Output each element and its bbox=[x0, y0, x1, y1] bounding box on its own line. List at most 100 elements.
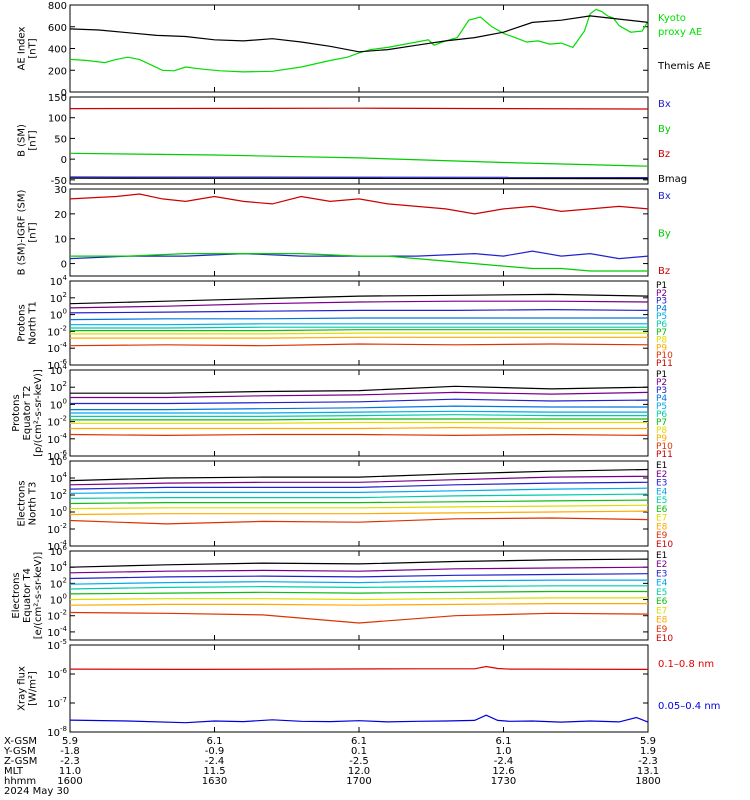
legend-label: Themis AE bbox=[657, 61, 711, 72]
series-line bbox=[69, 487, 649, 494]
y-tick-label: 50 bbox=[54, 134, 67, 145]
channel-label: E6 bbox=[656, 597, 668, 607]
channel-label: E8 bbox=[656, 616, 668, 626]
y-tick-label: 10-4 bbox=[47, 625, 67, 639]
panel-ylabel: [nT] bbox=[28, 38, 39, 58]
axis-row-value: 13.1 bbox=[637, 766, 659, 777]
channel-label: P10 bbox=[656, 351, 673, 361]
series-line bbox=[69, 590, 648, 595]
y-tick-label: 104 bbox=[50, 560, 68, 574]
panel-ylabel: Electrons bbox=[17, 480, 28, 526]
date-label: 2024 May 30 bbox=[4, 786, 69, 797]
panel-ylabel: Protons bbox=[11, 394, 22, 431]
axis-row-value: 1.9 bbox=[640, 746, 656, 757]
y-tick-label: 600 bbox=[48, 23, 67, 34]
panel-ylabel: Equator T4 bbox=[22, 568, 33, 623]
panel-ylabel: AE Index bbox=[17, 26, 28, 70]
panel-ylabel: [nT] bbox=[28, 130, 39, 150]
y-tick-label: 200 bbox=[48, 66, 67, 77]
panel-ylabel: B (SM) bbox=[17, 124, 28, 157]
legend-label: Kyoto bbox=[658, 13, 686, 24]
axis-row-value: 12.6 bbox=[492, 766, 514, 777]
series-line bbox=[69, 499, 649, 505]
series-line bbox=[69, 597, 648, 601]
channel-label: P2 bbox=[656, 289, 667, 299]
channel-label: P9 bbox=[656, 434, 667, 444]
series-line bbox=[70, 336, 648, 339]
channel-label: P3 bbox=[656, 386, 667, 396]
series-line bbox=[69, 475, 649, 486]
y-tick-label: 10-4 bbox=[47, 432, 67, 446]
series-line bbox=[69, 15, 649, 53]
y-tick-label: 0 bbox=[61, 155, 67, 166]
legend-label: Bx bbox=[658, 191, 671, 202]
y-tick-label: 102 bbox=[50, 488, 67, 502]
panel-ylabel: North T3 bbox=[28, 482, 39, 526]
panel-ylabel: [p/(cm²-s-sr-keV)] bbox=[33, 369, 44, 457]
series-line bbox=[69, 504, 649, 510]
panel-frame bbox=[69, 644, 649, 733]
channel-label: P4 bbox=[656, 394, 667, 404]
series-line bbox=[69, 665, 649, 671]
axis-row-value: 5.9 bbox=[640, 736, 656, 747]
y-tick-label: 150 bbox=[48, 93, 67, 104]
y-tick-label: 10-6 bbox=[47, 667, 67, 681]
series-line bbox=[69, 602, 648, 606]
axis-row-value: -2.4 bbox=[494, 756, 514, 767]
channel-label: P11 bbox=[656, 450, 673, 460]
panel-ylabel: Electrons bbox=[11, 572, 22, 618]
panel-ylabel: Xray flux bbox=[17, 666, 28, 711]
axis-row-name: MLT bbox=[4, 766, 24, 777]
legend-label: 0.05–0.4 nm bbox=[658, 701, 720, 712]
series-line bbox=[70, 418, 648, 421]
series-line bbox=[70, 385, 649, 394]
y-tick-label: 102 bbox=[50, 380, 67, 394]
series-line bbox=[70, 426, 648, 430]
series-line bbox=[70, 323, 648, 326]
channel-label: P3 bbox=[656, 297, 667, 307]
y-tick-label: 10-7 bbox=[47, 696, 67, 710]
channel-label: P7 bbox=[656, 328, 667, 338]
axis-row-value: -2.3 bbox=[60, 756, 80, 767]
axis-row-value: -2.5 bbox=[349, 756, 369, 767]
series-line bbox=[70, 253, 648, 272]
y-tick-label: -50 bbox=[51, 176, 67, 187]
panel-ylabel: B (SM)-IGRF (SM) bbox=[17, 190, 28, 276]
y-tick-label: 104 bbox=[50, 471, 68, 485]
y-tick-label: 100 bbox=[50, 593, 67, 607]
axis-row-name: Y-GSM bbox=[3, 746, 36, 757]
axis-row-value: 1800 bbox=[635, 776, 660, 787]
channel-label: P11 bbox=[656, 359, 673, 369]
channel-label: P7 bbox=[656, 418, 667, 428]
channel-label: P2 bbox=[656, 378, 667, 388]
series-line bbox=[69, 317, 648, 321]
panel-frame bbox=[69, 188, 649, 277]
y-tick-label: 102 bbox=[50, 291, 67, 305]
y-tick-label: 102 bbox=[50, 576, 67, 590]
axis-row-value: 6.1 bbox=[207, 736, 223, 747]
series-line bbox=[70, 398, 649, 405]
y-tick-label: 100 bbox=[50, 308, 67, 322]
series-line bbox=[70, 421, 648, 424]
axis-row-value: 12.0 bbox=[348, 766, 370, 777]
channel-label: P1 bbox=[656, 281, 667, 291]
y-tick-label: 10-2 bbox=[47, 609, 67, 623]
series-line bbox=[69, 8, 649, 73]
axis-row-value: 1630 bbox=[202, 776, 227, 787]
series-line bbox=[69, 558, 649, 568]
series-line bbox=[70, 326, 648, 329]
series-line bbox=[70, 391, 649, 399]
channel-label: P8 bbox=[656, 426, 667, 436]
channel-label: E10 bbox=[656, 540, 673, 550]
channel-label: E1 bbox=[656, 461, 667, 471]
panel-ylabel: North T1 bbox=[28, 301, 39, 345]
channel-label: E9 bbox=[656, 625, 668, 635]
series-line bbox=[69, 308, 649, 314]
channel-label: P1 bbox=[656, 370, 667, 380]
channel-label: E1 bbox=[656, 551, 667, 561]
y-tick-label: 30 bbox=[54, 185, 67, 196]
series-line bbox=[69, 293, 649, 305]
